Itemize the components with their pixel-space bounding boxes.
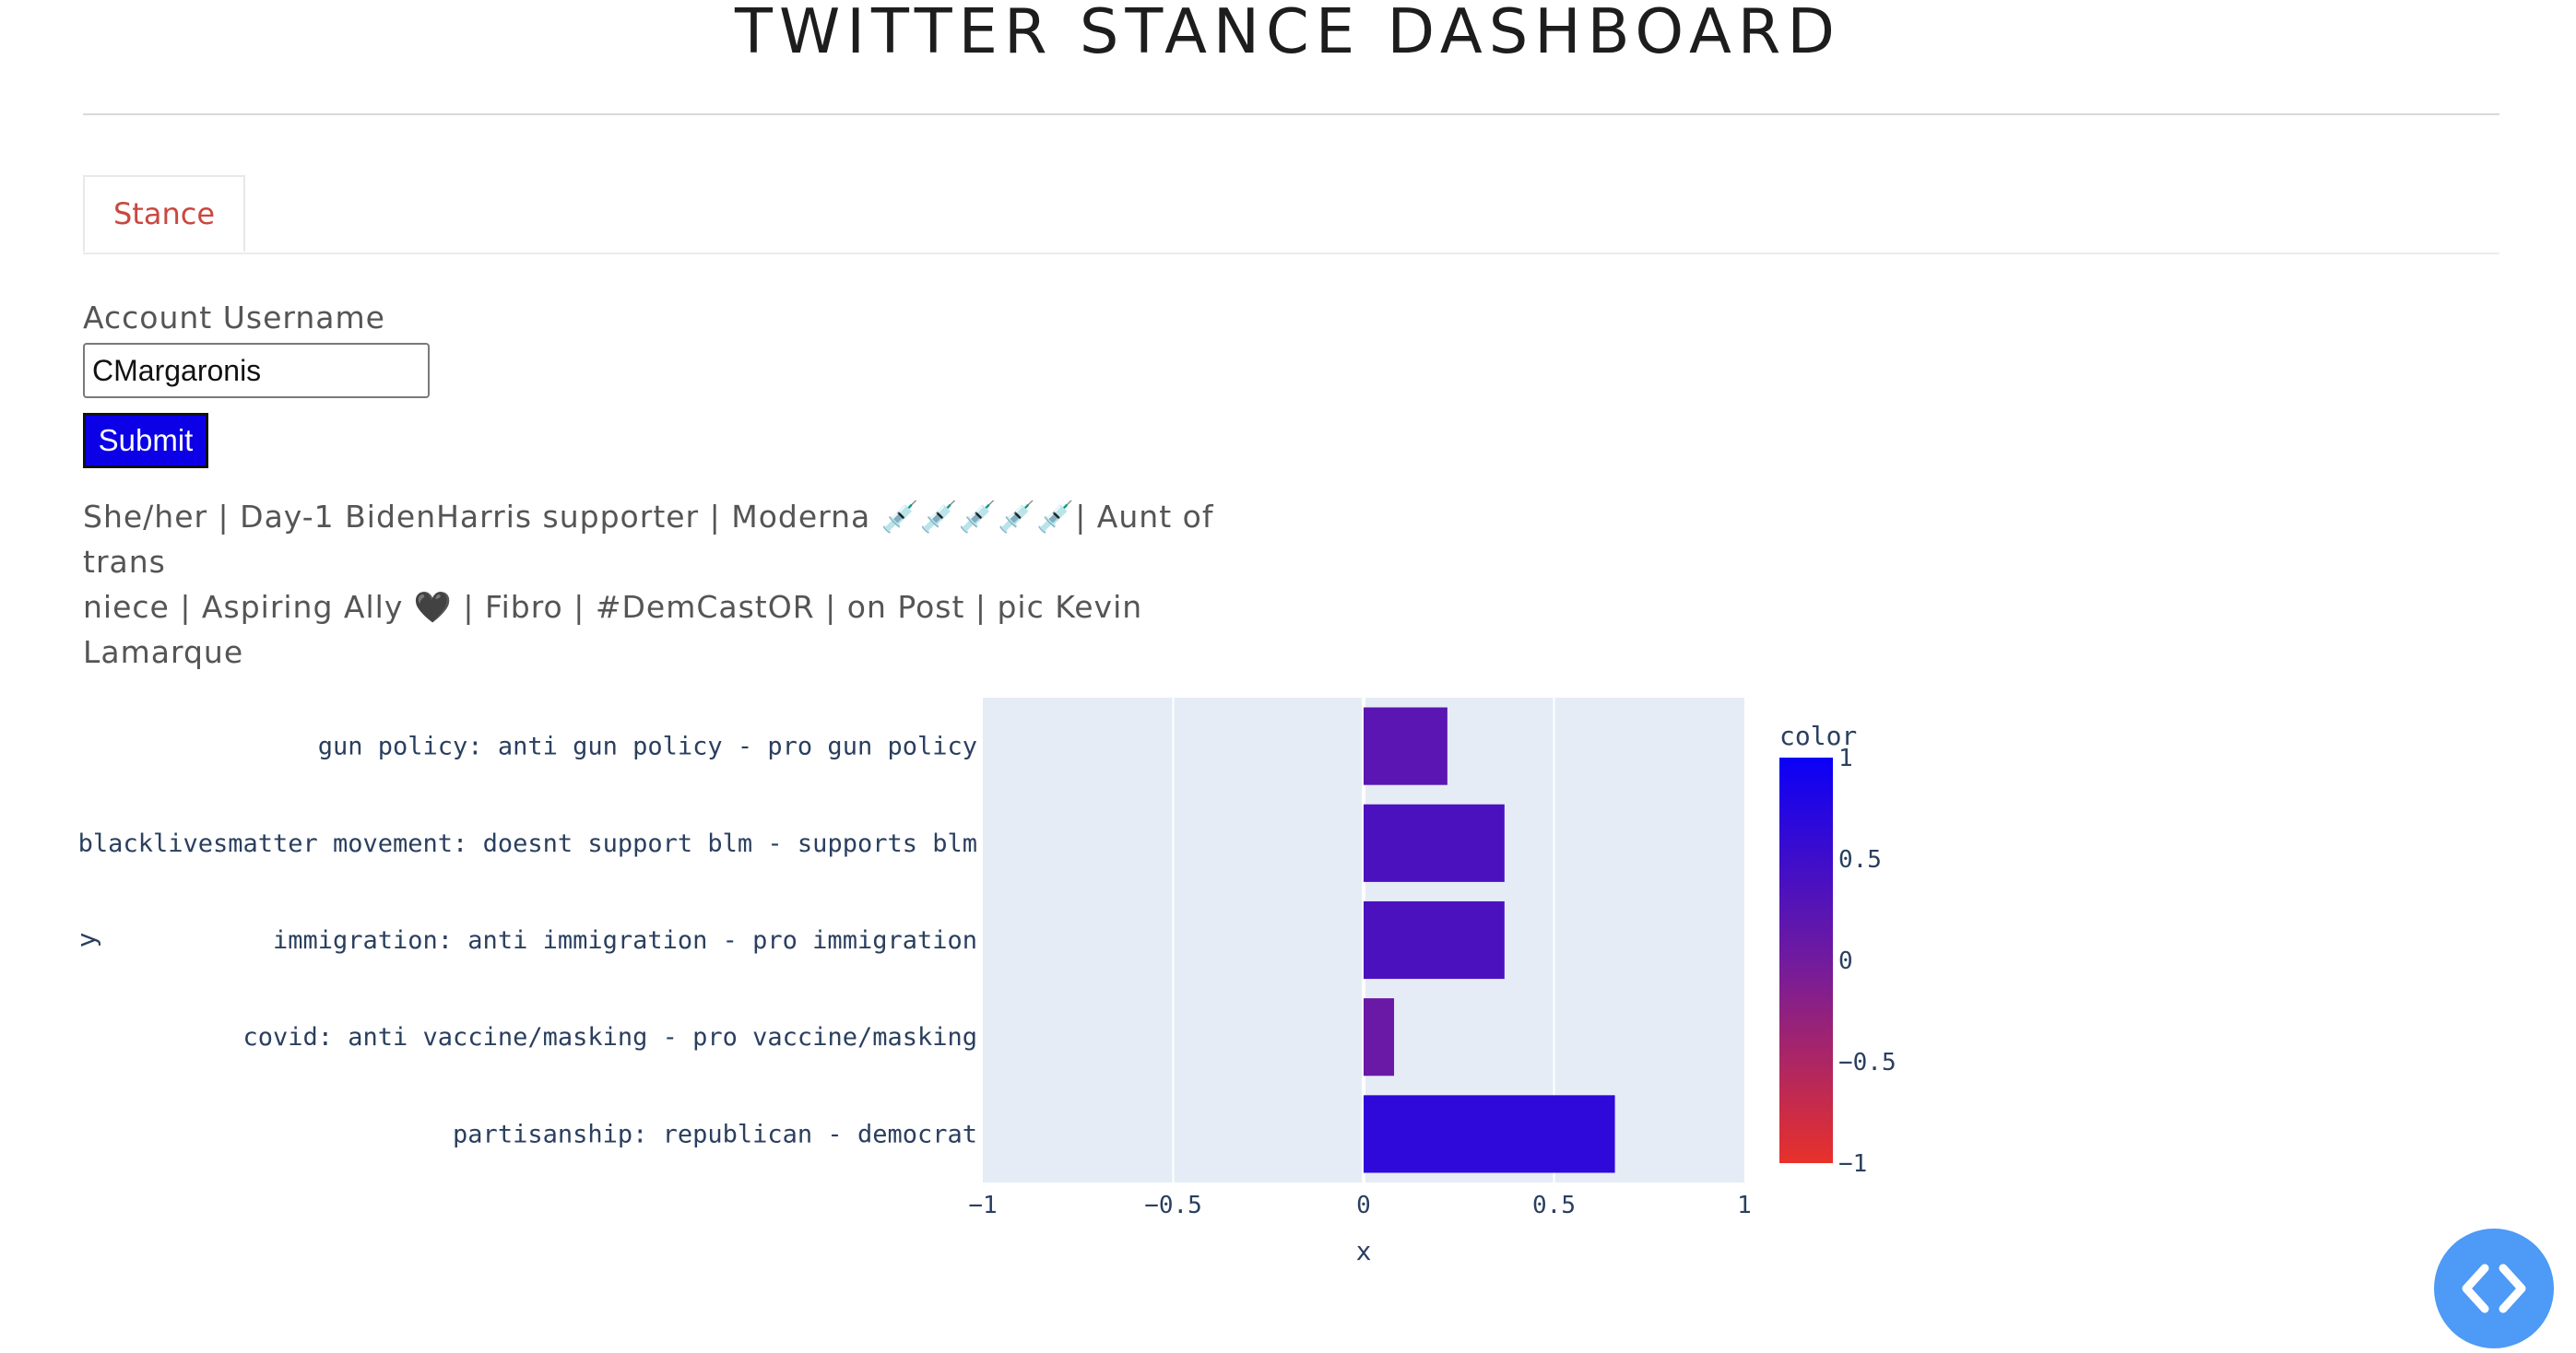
username-input[interactable] xyxy=(83,343,430,398)
x-tick-label: 1 xyxy=(1737,1192,1752,1219)
y-tick-label: immigration: anti immigration - pro immi… xyxy=(273,926,977,955)
bar[interactable] xyxy=(1364,1095,1615,1173)
tab-stance[interactable]: Stance xyxy=(83,175,245,253)
bio-line-2: niece | Aspiring Ally 🖤 | Fibro | #DemCa… xyxy=(83,589,1143,670)
title-divider xyxy=(83,113,2499,115)
colorbar-title: color xyxy=(1779,721,1857,751)
colorbar-tick-label: 1 xyxy=(1838,745,1853,772)
gridlines xyxy=(1172,698,1555,1182)
x-tick-label: −1 xyxy=(968,1192,997,1219)
x-axis-label: x xyxy=(1356,1236,1372,1266)
colorbar-tick-label: −0.5 xyxy=(1838,1049,1897,1077)
username-label: Account Username xyxy=(83,300,385,335)
colorbar-tick-labels: 1 0.5 0 −0.5 −1 xyxy=(1838,745,1897,1178)
account-bio: She/her | Day-1 BidenHarris supporter | … xyxy=(83,494,1282,675)
code-view-button[interactable] xyxy=(2434,1229,2554,1348)
y-tick-label: partisanship: republican - democrat xyxy=(453,1120,977,1148)
colorbar-tick-label: 0 xyxy=(1838,947,1853,975)
bar[interactable] xyxy=(1364,998,1395,1077)
x-tick-labels: −1 −0.5 0 0.5 1 xyxy=(968,1192,1751,1219)
colorbar-tick-label: −1 xyxy=(1838,1150,1867,1178)
submit-button[interactable]: Submit xyxy=(83,413,208,468)
plot-area xyxy=(983,698,1744,1182)
y-tick-label: gun policy: anti gun policy - pro gun po… xyxy=(318,733,977,761)
bar[interactable] xyxy=(1364,804,1505,882)
x-tick-label: 0.5 xyxy=(1532,1192,1576,1219)
x-tick-label: 0 xyxy=(1356,1192,1371,1219)
page-title: TWITTER STANCE DASHBOARD xyxy=(735,0,1841,67)
colorbar-tick-label: 0.5 xyxy=(1838,846,1882,874)
y-tick-label: covid: anti vaccine/masking - pro vaccin… xyxy=(242,1023,977,1052)
bars xyxy=(1364,707,1615,1173)
colorbar xyxy=(1779,758,1833,1163)
y-tick-labels: gun policy: anti gun policy - pro gun po… xyxy=(78,733,977,1149)
bar[interactable] xyxy=(1364,900,1505,980)
tab-bar: Stance xyxy=(83,175,2499,254)
y-axis-label: y xyxy=(71,933,101,948)
x-tick-label: −0.5 xyxy=(1144,1192,1202,1219)
code-icon xyxy=(2462,1264,2526,1313)
y-tick-label: blacklivesmatter movement: doesnt suppor… xyxy=(78,829,977,858)
bio-line-1: She/her | Day-1 BidenHarris supporter | … xyxy=(83,499,1214,580)
bar[interactable] xyxy=(1364,707,1448,785)
